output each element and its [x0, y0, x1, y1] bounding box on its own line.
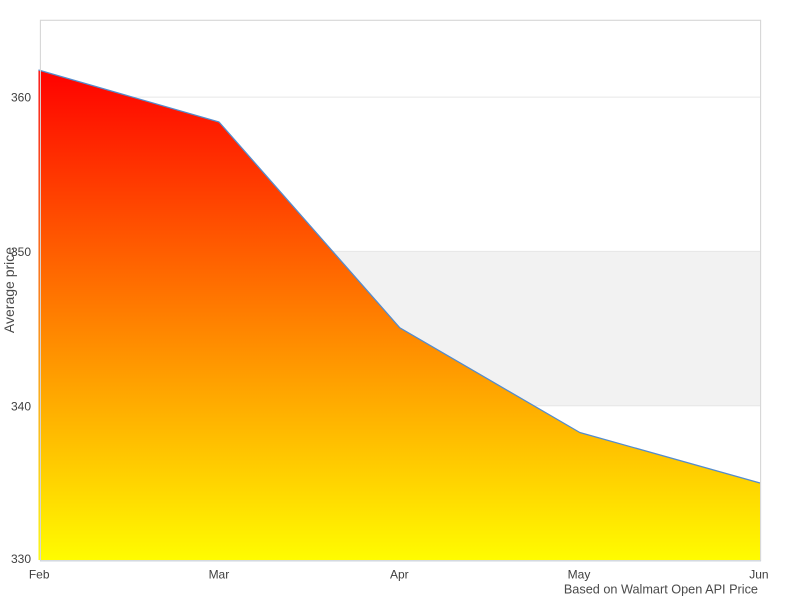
svg-text:Jun: Jun: [749, 568, 768, 582]
svg-text:340: 340: [11, 399, 31, 413]
svg-text:360: 360: [11, 91, 31, 105]
svg-text:Feb: Feb: [29, 568, 50, 582]
svg-text:Average price: Average price: [1, 247, 17, 333]
svg-text:330: 330: [11, 552, 31, 566]
svg-text:350: 350: [11, 245, 31, 259]
svg-text:Based on Walmart Open API Pric: Based on Walmart Open API Price: [564, 583, 758, 597]
svg-text:Apr: Apr: [390, 568, 409, 582]
svg-text:Mar: Mar: [209, 568, 230, 582]
svg-text:May: May: [568, 568, 591, 582]
